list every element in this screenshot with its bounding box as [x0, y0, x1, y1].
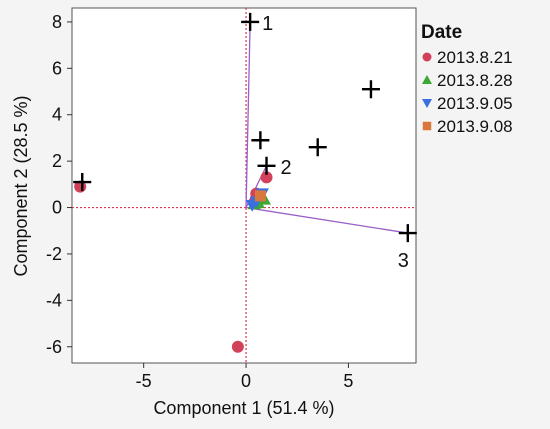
x-tick-label: -5: [136, 371, 152, 391]
plus-markers: [73, 12, 417, 243]
data-points: [74, 171, 273, 353]
y-tick-label: -4: [46, 290, 62, 310]
y-tick-label: 4: [52, 105, 62, 125]
loading-vector-1: [245, 21, 251, 208]
y-tick-label: 0: [52, 198, 62, 218]
legend: Date 2013.8.21 2013.8.28 2013.9.05 2013.9.0…: [421, 22, 513, 136]
vector-labels: 1 2 3: [262, 13, 409, 272]
vector-label-1: 1: [262, 13, 273, 35]
plus-marker: [308, 138, 327, 157]
y-tick-label: 6: [52, 58, 62, 78]
y-tick-label: 8: [52, 12, 62, 32]
plus-marker: [241, 12, 260, 31]
x-axis-ticks: -5 0 5: [136, 363, 353, 391]
y-tick-label: -2: [46, 244, 62, 264]
x-tick-label: 0: [241, 371, 251, 391]
y-axis-title: Component 2 (28.5 %): [11, 95, 31, 276]
y-tick-label: 2: [52, 151, 62, 171]
plus-marker: [398, 224, 417, 243]
legend-marker-2013.8.21: [422, 52, 432, 62]
loading-vector-3: [245, 206, 408, 234]
legend-marker-2013.9.08: [422, 121, 432, 131]
plus-marker: [257, 156, 276, 175]
legend-label: 2013.9.08: [437, 117, 513, 136]
data-point: [231, 340, 244, 353]
legend-entries: 2013.8.21 2013.8.28 2013.9.05 2013.9.08: [422, 48, 513, 136]
plus-marker: [251, 131, 270, 150]
x-axis-title: Component 1 (51.4 %): [153, 398, 334, 418]
legend-label: 2013.9.05: [437, 94, 513, 113]
plus-marker: [73, 173, 92, 192]
y-axis-ticks: 8 6 4 2 0 -2 -4 -6: [46, 12, 72, 357]
legend-title: Date: [421, 22, 462, 43]
legend-label: 2013.8.21: [437, 48, 513, 67]
x-tick-label: 5: [343, 371, 353, 391]
data-point: [260, 171, 273, 184]
legend-label: 2013.8.28: [437, 71, 513, 90]
legend-marker-2013.9.05: [422, 99, 432, 108]
y-tick-label: -6: [46, 337, 62, 357]
legend-marker-2013.8.28: [422, 75, 432, 84]
vector-label-3: 3: [398, 250, 409, 272]
data-point: [254, 190, 266, 202]
data-point: [245, 200, 259, 212]
plot-frame: [71, 7, 417, 364]
vector-label-2: 2: [281, 157, 292, 179]
plus-marker: [361, 80, 380, 99]
